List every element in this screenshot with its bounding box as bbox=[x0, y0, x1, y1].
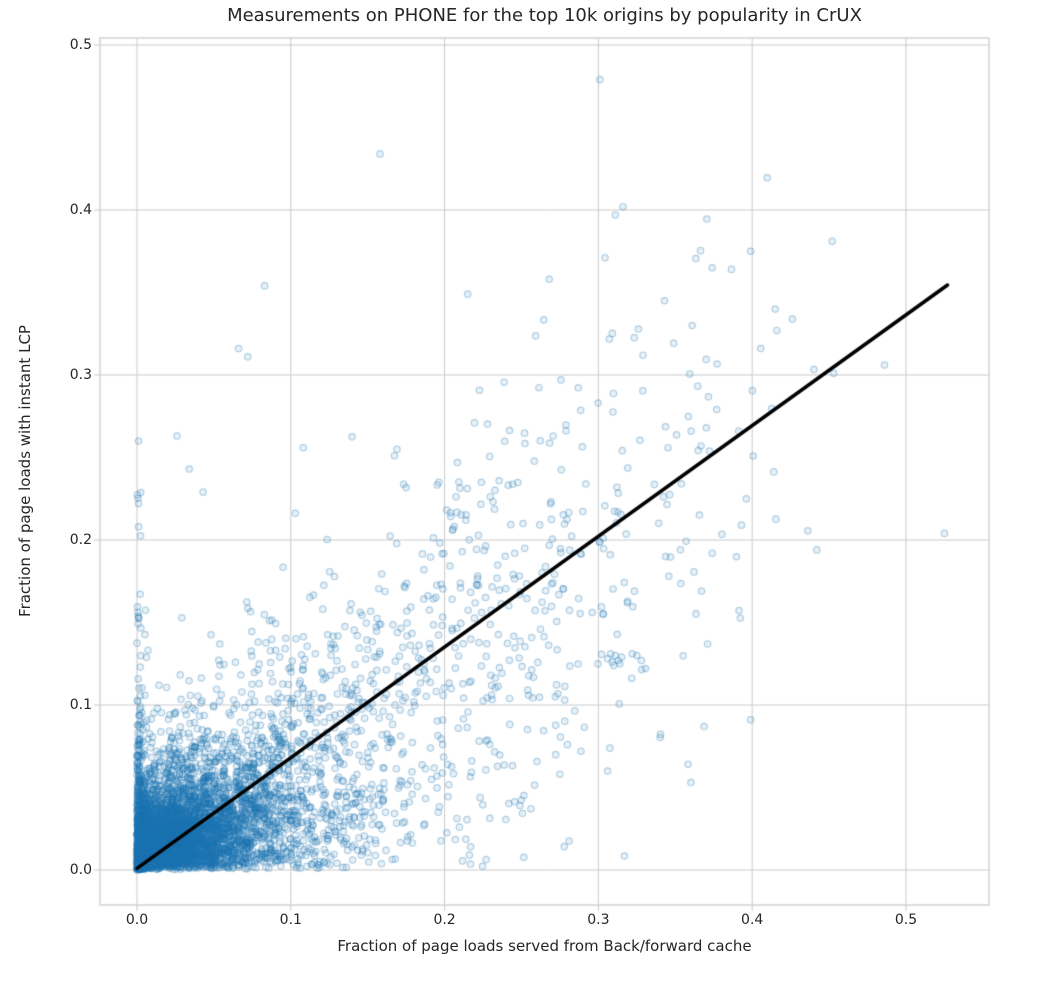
y-tick-label-0.5: 0.5 bbox=[69, 36, 92, 53]
x-tick-label-0.3: 0.3 bbox=[587, 912, 610, 928]
y-axis-label: Fraction of page loads with instant LCP bbox=[16, 325, 34, 617]
chart-title: Measurements on PHONE for the top 10k or… bbox=[227, 5, 862, 26]
x-tick-label-0.1: 0.1 bbox=[279, 912, 302, 928]
y-tick-label-0.1: 0.1 bbox=[69, 697, 92, 713]
y-tick-label-0.3: 0.3 bbox=[69, 366, 92, 383]
x-tick-label-0.4: 0.4 bbox=[741, 912, 764, 928]
x-tick-label-0.2: 0.2 bbox=[433, 912, 456, 928]
x-tick-label-0.0: 0.0 bbox=[125, 912, 149, 928]
x-tick-label-0.5: 0.5 bbox=[894, 912, 918, 928]
x-axis-label: Fraction of page loads served from Back/… bbox=[337, 937, 752, 955]
y-tick-label-0.4: 0.4 bbox=[69, 201, 92, 218]
y-tick-label-0.2: 0.2 bbox=[69, 532, 92, 548]
y-tick-label-0.0: 0.0 bbox=[69, 862, 92, 878]
